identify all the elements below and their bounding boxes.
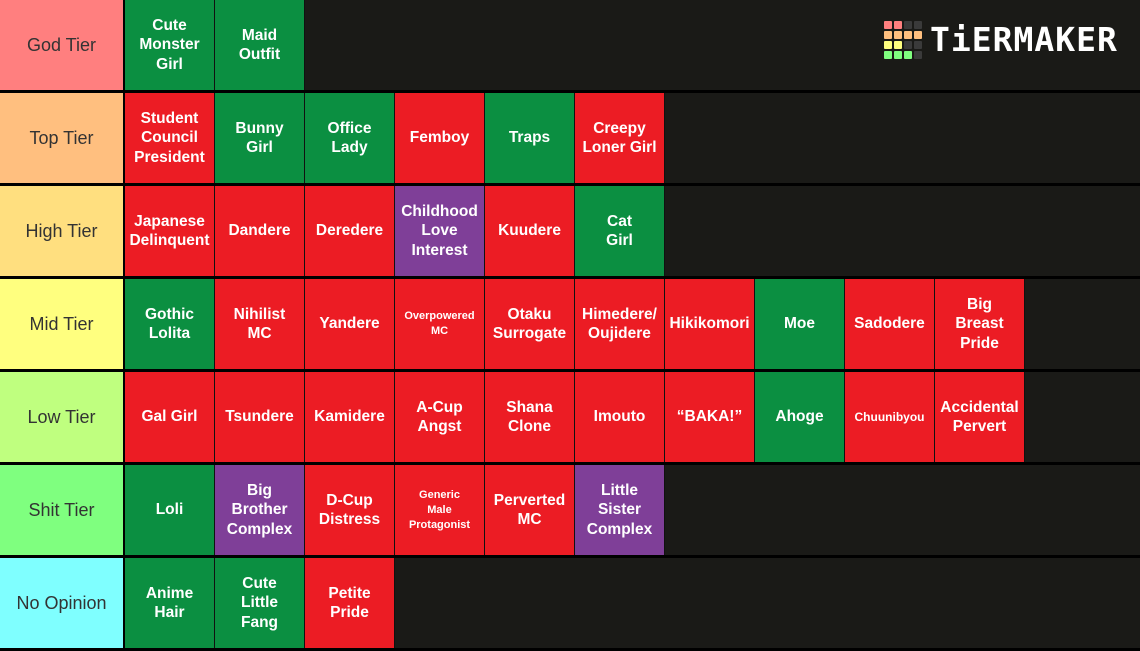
tiermaker-logo-grid-icon xyxy=(884,20,922,59)
tier-label[interactable]: High Tier xyxy=(0,186,125,276)
tier-items: Student Council President Bunny Girl Offic… xyxy=(125,93,665,183)
tier-row: Low Tier Gal Girl Tsundere Kamidere A-Cup An… xyxy=(0,372,1140,462)
tier-item[interactable]: Dandere xyxy=(215,186,305,276)
tiermaker-logo: TiERMAKER xyxy=(884,20,1118,59)
tier-item[interactable]: Student Council President xyxy=(125,93,215,183)
tier-items: Gal Girl Tsundere Kamidere A-Cup Angst Shana… xyxy=(125,372,1025,462)
tier-item[interactable]: Ahoge xyxy=(755,372,845,462)
tier-item[interactable]: Childhood Love Interest xyxy=(395,186,485,276)
tier-item[interactable]: Bunny Girl xyxy=(215,93,305,183)
tier-item[interactable]: Hikikomori xyxy=(665,279,755,369)
tier-item[interactable]: Maid Outfit xyxy=(215,0,305,90)
tier-item[interactable]: Loli xyxy=(125,465,215,555)
tier-item[interactable]: Big Breast Pride xyxy=(935,279,1025,369)
tier-item[interactable]: Femboy xyxy=(395,93,485,183)
tier-item[interactable]: Sadodere xyxy=(845,279,935,369)
tier-row: God Tier Cute Monster Girl Maid Outfit xyxy=(0,0,1140,90)
tier-item[interactable]: Perverted MC xyxy=(485,465,575,555)
tier-row: Mid Tier Gothic Lolita Nihilist MC Yandere O… xyxy=(0,279,1140,369)
tier-label[interactable]: Top Tier xyxy=(0,93,125,183)
tier-items: Loli Big Brother Complex D-Cup Distress Gen… xyxy=(125,465,665,555)
tier-item[interactable]: Anime Hair xyxy=(125,558,215,648)
tier-item[interactable]: Kamidere xyxy=(305,372,395,462)
tier-row: High Tier Japanese Delinquent Dandere Dered… xyxy=(0,186,1140,276)
tier-item[interactable]: Cute Monster Girl xyxy=(125,0,215,90)
tier-item[interactable]: Imouto xyxy=(575,372,665,462)
tier-row: No Opinion Anime Hair Cute Little Fang Peti… xyxy=(0,558,1140,648)
tier-item[interactable]: Himedere/ Oujidere xyxy=(575,279,665,369)
tier-item[interactable]: Overpowered MC xyxy=(395,279,485,369)
tier-item[interactable]: Petite Pride xyxy=(305,558,395,648)
tier-item[interactable]: Cute Little Fang xyxy=(215,558,305,648)
tier-row: Shit Tier Loli Big Brother Complex D-Cup Di… xyxy=(0,465,1140,555)
logo-square xyxy=(914,40,922,49)
tier-item[interactable]: Creepy Loner Girl xyxy=(575,93,665,183)
tier-item[interactable]: Office Lady xyxy=(305,93,395,183)
tier-item[interactable]: “BAKA!” xyxy=(665,372,755,462)
logo-square xyxy=(894,50,902,59)
logo-text: TiERMAKER xyxy=(930,20,1118,59)
tier-item[interactable]: D-Cup Distress xyxy=(305,465,395,555)
tier-items: Gothic Lolita Nihilist MC Yandere Overpower… xyxy=(125,279,1025,369)
tier-label[interactable]: Shit Tier xyxy=(0,465,125,555)
tier-item[interactable]: Big Brother Complex xyxy=(215,465,305,555)
tier-items: Anime Hair Cute Little Fang Petite Pride xyxy=(125,558,395,648)
tier-items: Japanese Delinquent Dandere Deredere Childh… xyxy=(125,186,665,276)
tier-item[interactable]: Otaku Surrogate xyxy=(485,279,575,369)
logo-square xyxy=(884,30,892,39)
logo-square xyxy=(884,40,892,49)
tier-item[interactable]: Gal Girl xyxy=(125,372,215,462)
tier-items: Cute Monster Girl Maid Outfit xyxy=(125,0,305,90)
tier-item[interactable]: Nihilist MC xyxy=(215,279,305,369)
tier-label[interactable]: Low Tier xyxy=(0,372,125,462)
tier-item[interactable]: Little Sister Complex xyxy=(575,465,665,555)
tier-item[interactable]: Generic Male Protagonist xyxy=(395,465,485,555)
tier-item[interactable]: Moe xyxy=(755,279,845,369)
logo-square xyxy=(884,50,892,59)
tier-row: Top Tier Student Council President Bunny G… xyxy=(0,93,1140,183)
tier-item[interactable]: Tsundere xyxy=(215,372,305,462)
logo-square xyxy=(914,30,922,39)
tier-item[interactable]: Deredere xyxy=(305,186,395,276)
tier-item[interactable]: A-Cup Angst xyxy=(395,372,485,462)
tier-item[interactable]: Chuunibyou xyxy=(845,372,935,462)
logo-square xyxy=(914,50,922,59)
tier-item[interactable]: Kuudere xyxy=(485,186,575,276)
tier-label[interactable]: God Tier xyxy=(0,0,125,90)
logo-square xyxy=(904,20,912,29)
tier-item[interactable]: Traps xyxy=(485,93,575,183)
tier-label[interactable]: No Opinion xyxy=(0,558,125,648)
tier-item[interactable]: Japanese Delinquent xyxy=(125,186,215,276)
tier-item[interactable]: Accidental Pervert xyxy=(935,372,1025,462)
logo-square xyxy=(914,20,922,29)
tier-item[interactable]: Yandere xyxy=(305,279,395,369)
tier-item[interactable]: Shana Clone xyxy=(485,372,575,462)
tier-label[interactable]: Mid Tier xyxy=(0,279,125,369)
logo-square xyxy=(884,20,892,29)
logo-square xyxy=(894,20,902,29)
logo-square xyxy=(894,40,902,49)
logo-square xyxy=(904,30,912,39)
tier-item[interactable]: Cat Girl xyxy=(575,186,665,276)
tier-item[interactable]: Gothic Lolita xyxy=(125,279,215,369)
logo-square xyxy=(894,30,902,39)
logo-square xyxy=(904,40,912,49)
logo-square xyxy=(904,50,912,59)
